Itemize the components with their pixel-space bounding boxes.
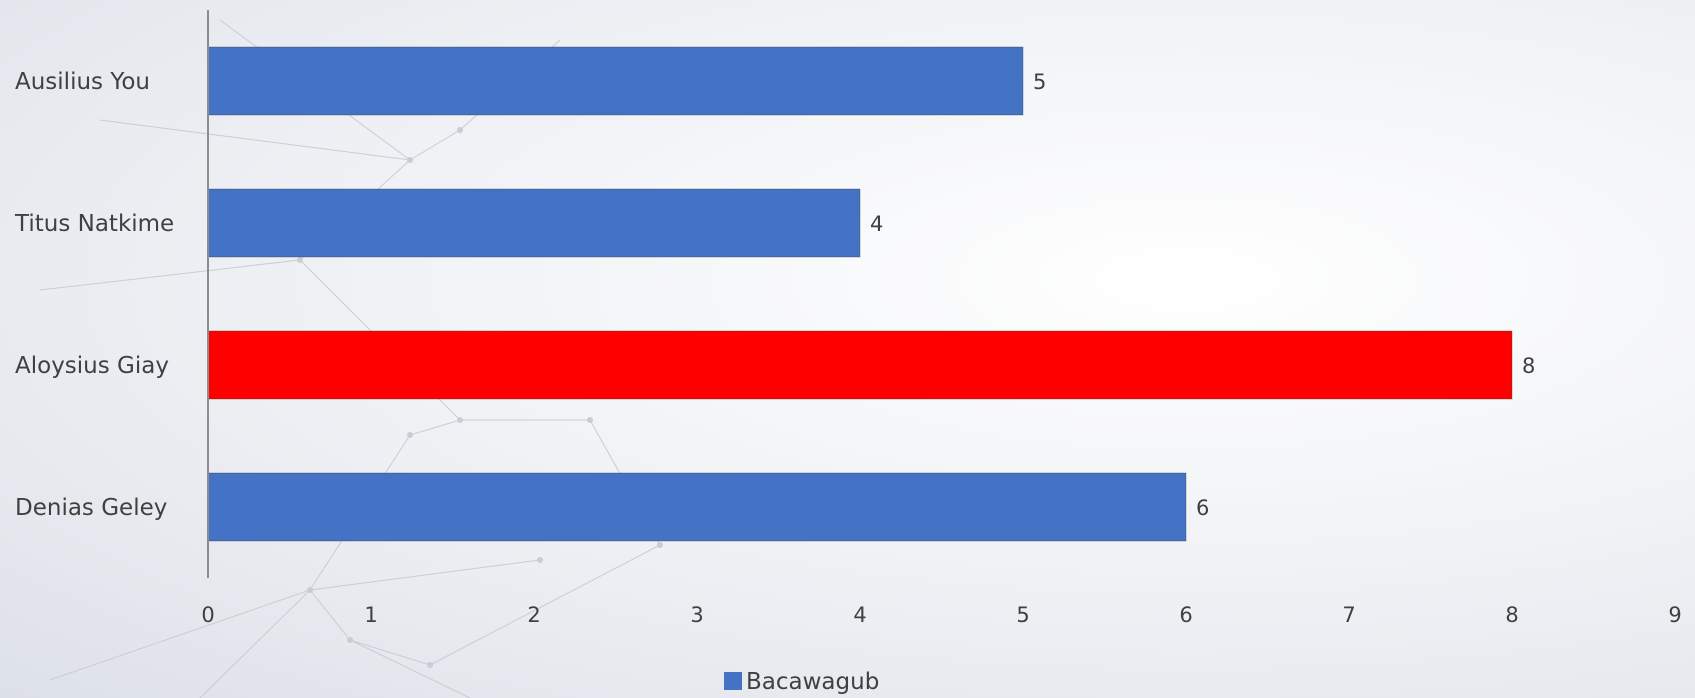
data-label-denias-geley: 6 bbox=[1196, 496, 1209, 520]
data-label-ausilius-you: 5 bbox=[1033, 70, 1046, 94]
category-label-ausilius-you: Ausilius You bbox=[15, 69, 150, 95]
x-tick-label-6: 6 bbox=[1179, 603, 1192, 627]
category-label-titus-natkime: Titus Natkime bbox=[14, 211, 174, 237]
x-tick-label-0: 0 bbox=[201, 603, 214, 627]
data-label-titus-natkime: 4 bbox=[870, 212, 883, 236]
x-tick-label-3: 3 bbox=[690, 603, 703, 627]
x-tick-label-7: 7 bbox=[1342, 603, 1355, 627]
bar-aloysius-giay bbox=[207, 330, 1513, 400]
data-labels: 5 4 8 6 bbox=[870, 70, 1535, 520]
x-tick-label-2: 2 bbox=[527, 603, 540, 627]
category-label-denias-geley: Denias Geley bbox=[15, 495, 167, 521]
bar-titus-natkime bbox=[207, 188, 861, 258]
x-tick-label-9: 9 bbox=[1668, 603, 1681, 627]
category-label-aloysius-giay: Aloysius Giay bbox=[15, 353, 169, 379]
x-tick-label-4: 4 bbox=[853, 603, 866, 627]
bar-denias-geley bbox=[207, 472, 1187, 542]
bars-layer bbox=[207, 46, 1513, 542]
legend: Bacawagub bbox=[724, 669, 879, 695]
bar-ausilius-you bbox=[207, 46, 1024, 116]
x-axis-tick-labels: 0 1 2 3 4 5 6 7 8 9 bbox=[201, 603, 1681, 627]
x-tick-label-1: 1 bbox=[364, 603, 377, 627]
legend-label-bacawagub: Bacawagub bbox=[746, 669, 879, 695]
category-labels: Ausilius You Titus Natkime Aloysius Giay De… bbox=[14, 69, 174, 521]
x-tick-label-8: 8 bbox=[1505, 603, 1518, 627]
data-label-aloysius-giay: 8 bbox=[1522, 354, 1535, 378]
x-tick-label-5: 5 bbox=[1016, 603, 1029, 627]
legend-swatch-bacawagub bbox=[724, 672, 742, 690]
